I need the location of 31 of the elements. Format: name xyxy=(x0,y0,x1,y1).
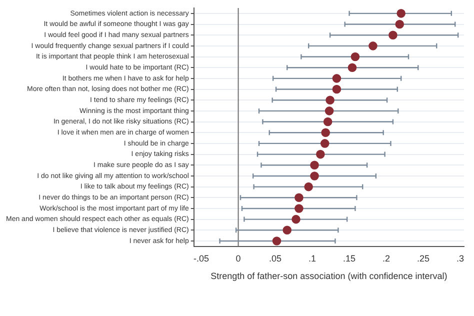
point xyxy=(332,84,342,94)
point xyxy=(323,117,332,126)
x-tick-label: -.05 xyxy=(194,253,210,264)
point xyxy=(294,193,304,202)
point xyxy=(320,139,330,148)
point xyxy=(350,52,360,62)
point xyxy=(282,226,292,235)
point xyxy=(324,106,334,116)
point xyxy=(294,204,304,213)
point xyxy=(272,236,282,246)
x-tick-label: 0 xyxy=(236,253,241,264)
point xyxy=(292,214,300,224)
point xyxy=(395,20,404,29)
x-tick-label: .3 xyxy=(456,253,464,264)
point xyxy=(310,172,319,180)
x-tick-label: .1 xyxy=(308,253,316,264)
point xyxy=(368,42,378,50)
point xyxy=(396,9,406,18)
point xyxy=(348,63,357,72)
x-tick-label: .25 xyxy=(417,253,430,264)
point xyxy=(310,160,319,170)
point xyxy=(321,128,330,138)
x-axis-title: Strength of father-son association (with confidence interval) xyxy=(210,271,448,282)
x-tick-label: .2 xyxy=(382,253,390,264)
point xyxy=(304,182,313,192)
point xyxy=(388,30,398,40)
point xyxy=(316,150,325,159)
point xyxy=(332,74,342,83)
x-tick-label: .15 xyxy=(343,253,356,264)
point xyxy=(326,96,334,105)
x-tick-label: .05 xyxy=(269,253,282,264)
